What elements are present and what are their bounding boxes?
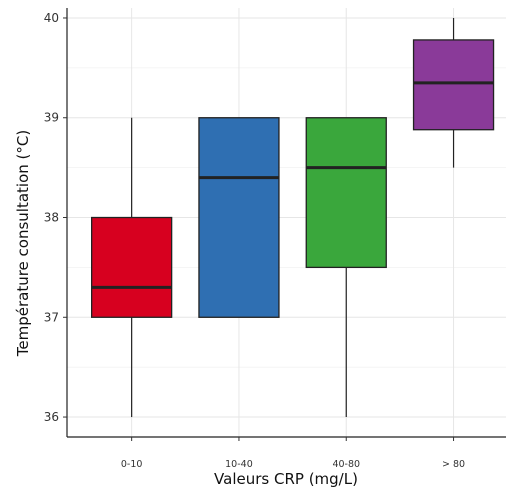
boxes bbox=[91, 17, 495, 418]
y-tick-label: 38 bbox=[44, 211, 59, 225]
x-tick-label: 0-10 bbox=[121, 459, 143, 470]
box-group-2 bbox=[198, 117, 280, 318]
y-tick-label: 39 bbox=[44, 111, 59, 125]
y-axis-title: Température consultation (°C) bbox=[14, 130, 32, 357]
box bbox=[198, 117, 280, 318]
x-axis-title: Valeurs CRP (mg/L) bbox=[214, 470, 358, 488]
box-group-1 bbox=[91, 117, 173, 418]
x-tick-label: 10-40 bbox=[225, 459, 253, 470]
axes: 36 37 38 39 40 0-10 10-40 40-80 > 80 bbox=[44, 8, 506, 470]
box-group-3 bbox=[305, 117, 387, 418]
x-tick-label: 40-80 bbox=[332, 459, 360, 470]
box-group-4 bbox=[412, 17, 495, 168]
box bbox=[305, 117, 387, 269]
x-tick-label: > 80 bbox=[442, 459, 465, 470]
y-tick-label: 40 bbox=[44, 11, 59, 25]
y-tick-label: 37 bbox=[44, 310, 59, 324]
box bbox=[91, 216, 173, 318]
y-tick-label: 36 bbox=[44, 410, 59, 424]
box bbox=[412, 39, 495, 131]
